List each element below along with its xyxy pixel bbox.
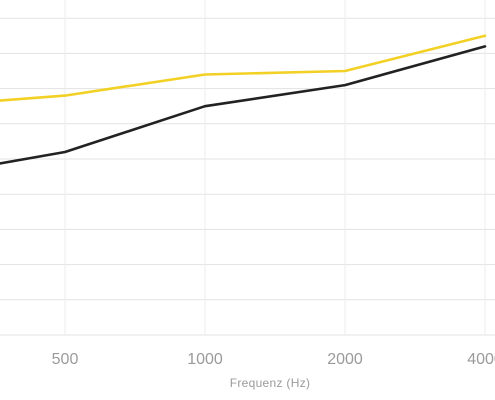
x-tick-labels: 500 1000 2000 4000: [52, 351, 495, 368]
x-axis-title: Frequenz (Hz): [230, 376, 311, 390]
series-line-0: [0, 34, 487, 102]
x-tick-label-1: 1000: [187, 351, 223, 368]
x-tick-label-0: 500: [52, 351, 79, 368]
horizontal-gridlines: [0, 17, 495, 336]
vertical-gridlines: [64, 0, 486, 335]
series-lines: [0, 34, 487, 165]
x-tick-label-2: 2000: [327, 351, 363, 368]
series-line-1: [0, 45, 487, 165]
x-tick-label-3: 4000: [467, 351, 495, 368]
